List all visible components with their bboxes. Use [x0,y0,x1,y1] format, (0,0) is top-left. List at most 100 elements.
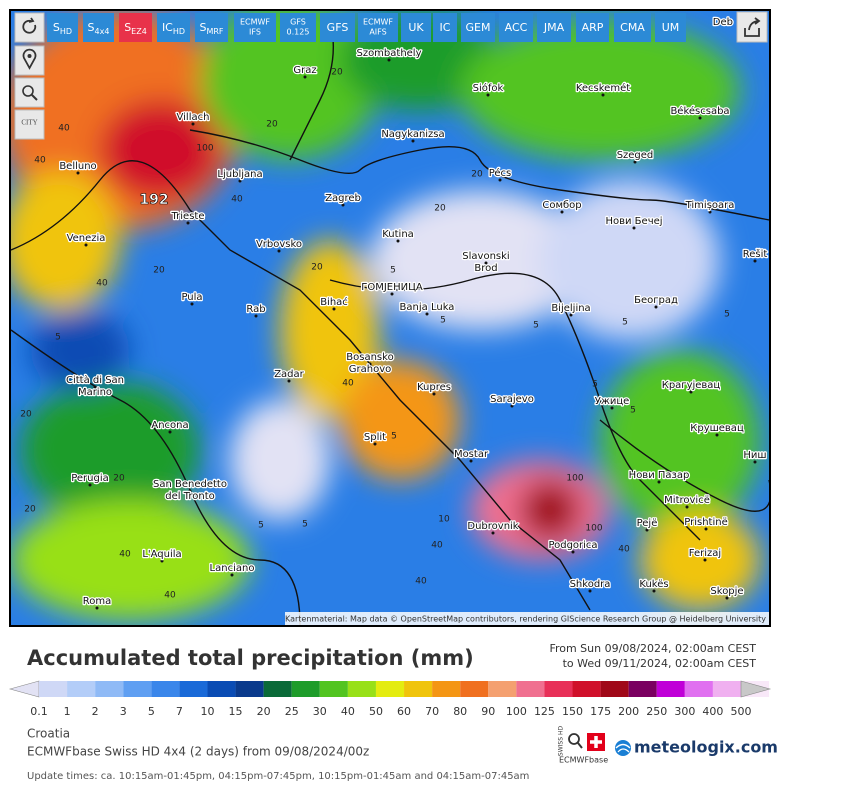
city-dot [698,116,702,120]
model-button-label: GFS [327,21,349,34]
contour-label: 5 [391,432,397,442]
model-button-label: ACC [505,21,528,34]
legend-label: 500 [731,705,752,718]
city-label: Нови Пазар [629,470,690,481]
city-dot [76,171,80,175]
contour-label: 5 [390,266,396,276]
model-button-label: IC [440,21,451,34]
refresh-button[interactable] [14,12,45,43]
legend-label: 175 [590,705,611,718]
legend-swatch [67,681,96,697]
city-dot [703,558,707,562]
contour-labels: 20 40 20 40 100 40 40 20 20 5 5 5 40 5 5 20 5 5 10 5 40 5 20 40… [20,68,730,601]
model-button[interactable] [614,13,651,42]
model-button-label: ARP [582,21,604,34]
model-button[interactable] [358,13,398,42]
city-label: ГОМЈЕНИЦА [361,282,423,293]
city-dot [689,390,693,394]
city-dot [168,430,172,434]
city-label: Ниш [743,450,766,461]
city-label: Pécs [489,167,512,179]
city-label: Ljubljana [217,169,262,180]
legend-swatch [404,681,433,697]
city-label: Timișoara [685,200,735,211]
model-button[interactable] [119,13,152,42]
city-dot [84,243,88,247]
legend-swatch [347,681,376,697]
model-button-label: IFS [249,28,261,37]
legend-swatch [460,681,489,697]
city-label: Београд [634,295,678,306]
model-button-main: CMA [620,21,645,34]
city-dot [186,221,190,225]
model-button[interactable] [195,13,228,42]
model-button[interactable] [234,13,276,42]
model-button[interactable] [320,13,355,42]
model-button[interactable] [401,13,431,42]
model-button-label: S4x4 [88,21,110,36]
city-dot [601,93,605,97]
legend-label: 400 [702,705,723,718]
contour-label: 5 [440,316,446,326]
color-legend: 0.1 1 2 3 5 7 10 15 20 25 30 40 50 60 70 80 90 100 125 150 1… [8,680,772,718]
contour-label: 5 [55,333,61,343]
contour-label: 20 [266,120,278,130]
legend-label: 20 [257,705,271,718]
legend-swatch [319,681,348,697]
model-button[interactable] [461,13,495,42]
city-dot [491,531,495,535]
city-label: Pula [181,292,202,303]
model-button-label: UK [408,21,424,34]
city-dot [715,433,719,437]
legend-label: 50 [369,705,383,718]
model-button[interactable] [576,13,609,42]
city-label: Trieste [171,211,205,222]
contour-label: 40 [119,550,131,560]
city-button[interactable] [14,109,45,140]
model-button[interactable] [47,13,78,42]
city-dot [191,122,195,126]
model-button[interactable] [280,13,316,42]
model-button-label: SHD [53,21,72,36]
model-button-main: S [199,21,206,34]
map[interactable] [0,0,771,625]
city-label: Сомбор [542,200,581,211]
contour-label: 40 [58,124,70,134]
contour-label: 100 [585,524,602,534]
model-button[interactable] [499,13,533,42]
model-button-sub: EZ4 [131,27,147,36]
contour-label: 100 [196,144,213,154]
legend-swatch [375,681,405,697]
city-label: Grahovo [349,364,391,375]
legend-label: 30 [313,705,327,718]
city-label: Pejë [637,518,658,529]
city-label: Shkodra [570,579,611,590]
model-button[interactable] [157,13,190,42]
legend-label: 1 [64,705,71,718]
location-button[interactable] [14,45,45,76]
model-button-main: IC [162,21,173,34]
model-button-sub: MRF [206,27,223,36]
model-button[interactable] [655,13,686,42]
share-button[interactable] [736,11,768,43]
model-button[interactable] [433,13,457,42]
contour-label: 5 [630,406,636,416]
city-label: Sarajevo [490,394,534,405]
city-label: Belluno [59,161,96,172]
legend-swatch [628,681,657,697]
city-dot [188,489,192,493]
contour-label: 20 [20,410,32,420]
model-button-label: ECMWF [240,18,270,27]
model-button-label: AIFS [369,28,386,37]
contour-label: 5 [533,321,539,331]
model-button[interactable] [537,13,571,42]
city-label: Villach [177,112,210,123]
zoom-button[interactable] [14,77,45,108]
city-label: Graz [293,65,316,76]
cities: Szombathely Graz Siófok Kecskemét Villach Nag… [58,47,769,610]
update-times: Update times: ca. 10:15am-01:45pm, 04:15… [27,771,529,781]
contour-label: 40 [231,195,243,205]
city-label: San Benedetto [153,479,227,490]
model-button[interactable] [83,13,114,42]
legend-label: 15 [229,705,243,718]
